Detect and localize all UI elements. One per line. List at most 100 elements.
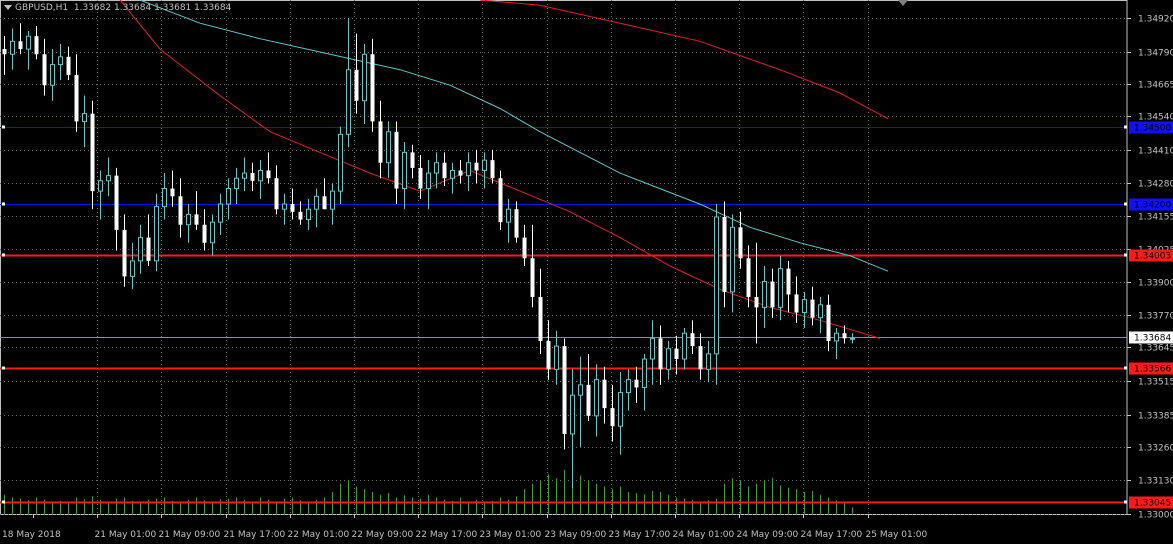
level-price-tag (1129, 198, 1173, 211)
candle (706, 340, 711, 383)
candle-body-down (586, 384, 591, 416)
candle (370, 38, 375, 132)
y-tick-label: 1.34155 (1138, 213, 1173, 223)
candle (218, 193, 223, 236)
candle (354, 33, 359, 114)
candle (98, 170, 103, 220)
candle (90, 100, 95, 210)
candle-body-down (794, 294, 799, 313)
x-tick-label: 23 May 01:00 (480, 530, 542, 540)
current-price-label: 1.33684 (1134, 334, 1171, 344)
level-price-tag (1129, 496, 1173, 509)
level-handle-right (1124, 253, 1127, 257)
candle (826, 294, 831, 352)
candle-body-up (50, 64, 55, 86)
level-handle-left (2, 202, 5, 206)
candle-body-up (258, 169, 263, 182)
candle (682, 328, 687, 370)
candle-body-down (394, 131, 399, 189)
candle (770, 268, 775, 318)
candle-body-up (234, 177, 239, 190)
candle-body-down (298, 211, 303, 220)
candle-body-up (362, 53, 367, 102)
time-axis: 18 May 2018 21 May 01:00 21 May 09:00 21 Ma… (2, 514, 927, 540)
x-tick-label: 22 May 09:00 (352, 530, 414, 540)
candle-body-up (650, 337, 655, 360)
candle (754, 242, 759, 344)
candle-body-up (338, 133, 343, 192)
candle-body-down (810, 299, 815, 318)
candle (546, 320, 551, 380)
candle (298, 201, 303, 225)
candle-body-down (786, 268, 791, 295)
candle (554, 330, 559, 385)
candle-body-down (74, 74, 79, 122)
candle (658, 325, 663, 385)
candle (634, 366, 639, 403)
candlesticks (2, 18, 855, 489)
candle-body-down (322, 196, 327, 210)
y-tick-label: 1.34920 (1138, 15, 1173, 25)
candle (690, 320, 695, 354)
candle-body-up (82, 113, 87, 122)
candle (210, 214, 215, 256)
candle-body-up (642, 358, 647, 388)
candle-body-down (34, 36, 39, 55)
x-tick-label: 24 May 01:00 (673, 530, 735, 540)
candle-body-down (842, 333, 847, 339)
candle-body-up (578, 384, 583, 396)
candle-body-down (770, 281, 775, 308)
candle (410, 144, 415, 179)
level-handle-left (2, 366, 5, 370)
candle (122, 214, 127, 287)
candle (818, 297, 823, 334)
candle (586, 353, 591, 422)
candle-body-down (722, 216, 727, 292)
candle-body-up (186, 213, 191, 226)
candle (466, 152, 471, 192)
candle-body-down (746, 258, 751, 298)
x-tick-label: 23 May 09:00 (545, 530, 607, 540)
candle (490, 149, 495, 184)
candle (562, 338, 567, 450)
candle (74, 54, 79, 132)
candle-body-down (698, 346, 703, 370)
candle-body-up (834, 332, 839, 342)
candle (578, 356, 583, 447)
y-tick-label: 1.33770 (1138, 312, 1173, 322)
level-handle-left (2, 500, 5, 504)
y-tick-label: 1.33130 (1138, 477, 1173, 487)
candle-body-down (546, 340, 551, 370)
y-tick-label: 1.34410 (1138, 147, 1173, 157)
candle (762, 266, 767, 329)
candle (146, 214, 151, 267)
candle-body-down (538, 297, 543, 341)
level-price-label: 1.34003 (1134, 252, 1171, 262)
candle-body-down (66, 56, 71, 75)
candle-body-down (530, 258, 535, 298)
collapse-arrow-icon[interactable] (4, 5, 12, 10)
candle-body-up (434, 162, 439, 174)
candle-body-down (178, 196, 183, 225)
candle (290, 188, 295, 220)
candle-body-down (738, 227, 743, 259)
candle-body-down (754, 297, 759, 308)
candle-body-up (626, 379, 631, 394)
candle (778, 255, 783, 321)
candle-body-down (250, 173, 255, 181)
candle-body-up (314, 195, 319, 210)
candle (666, 340, 671, 380)
candle-body-down (202, 224, 207, 243)
candle (482, 152, 487, 189)
candle-body-down (410, 152, 415, 168)
candle (306, 198, 311, 230)
candle (170, 170, 175, 207)
candle-body-up (450, 169, 455, 179)
candle-body-down (354, 69, 359, 101)
y-tick-label: 1.33645 (1138, 344, 1173, 354)
current-price-tag (1129, 331, 1173, 344)
candle-body-up (154, 206, 159, 262)
moving-averages (119, 0, 889, 339)
candle-body-up (554, 345, 559, 370)
